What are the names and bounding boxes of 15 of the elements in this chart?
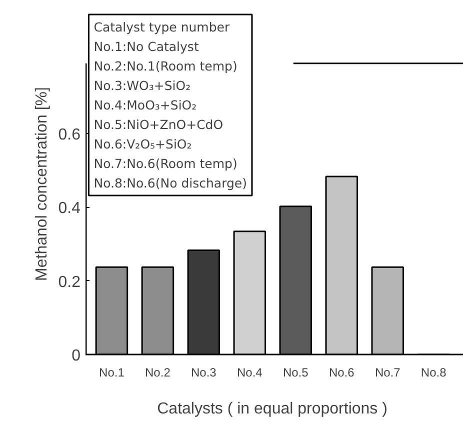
x-tick-label: No.6 (328, 366, 355, 380)
text: Catalyst type number No.1:No Catalyst No.2:No.1(Room temp) No.3:WO₃+SiO₂ No.4:MoO₃+SiO₂ No.5:NiO+ZnO+CdO No.6:V₂O₅+SiO₂ No.7:No.6(Room temp) No.8:No.6(No discharge) (94, 19, 247, 190)
y-axis-title: Methanol concentration [%] (33, 87, 50, 281)
y-tick-label: 0.6 (58, 126, 81, 144)
x-tick-label: No.5 (282, 366, 309, 380)
x-axis-title: Catalysts ( in equal proportions ) (157, 400, 388, 418)
x-tick-label: No.7 (374, 366, 401, 380)
y-tick-label: 0.4 (58, 200, 81, 218)
x-tick-label: No.8 (420, 366, 447, 380)
x-tick-label: No.3 (191, 366, 217, 380)
x-tick-label: No.4 (236, 366, 263, 380)
y-tick-label: 0.2 (58, 274, 81, 291)
x-tick-label: No.2 (145, 366, 171, 380)
x-tick-label: No.1 (99, 366, 125, 380)
y-tick-label: 0 (72, 348, 81, 364)
